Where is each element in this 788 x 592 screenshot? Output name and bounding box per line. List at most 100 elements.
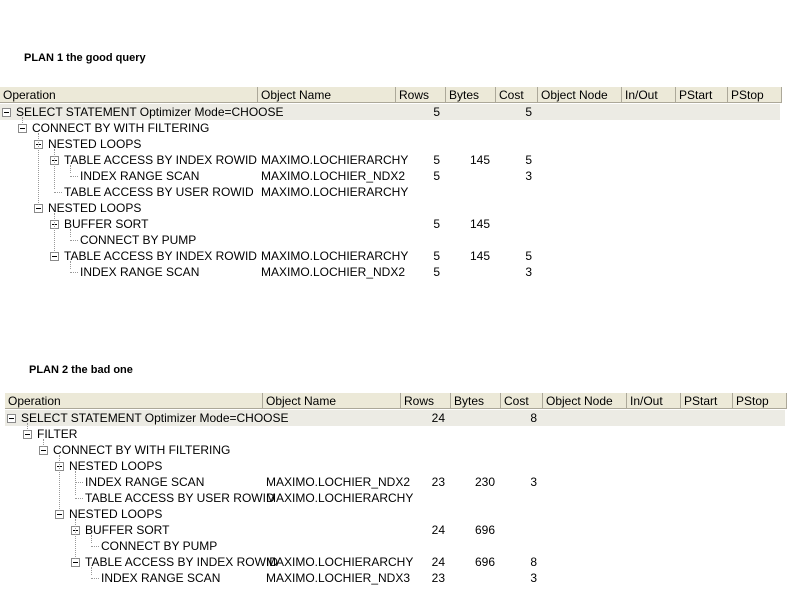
tree-connector <box>22 117 23 125</box>
cell-bytes: 145 <box>469 217 490 231</box>
column-header: Operation <box>0 87 258 103</box>
collapse-toggle <box>7 414 16 423</box>
column-header: PStart <box>676 87 728 103</box>
operation: CONNECT BY WITH FILTERING <box>32 121 210 135</box>
cell-bytes: 696 <box>474 555 495 569</box>
tree-connector <box>59 455 60 511</box>
column-header: PStop <box>733 393 787 409</box>
object-name: MAXIMO.LOCHIERARCHY <box>261 153 409 167</box>
cell-rows: 24 <box>431 411 445 425</box>
collapse-toggle <box>23 430 32 439</box>
tree-connector <box>38 133 39 205</box>
cell-rows: 5 <box>433 169 440 183</box>
operation: TABLE ACCESS BY USER ROWID <box>85 491 275 505</box>
operation: INDEX RANGE SCAN <box>80 169 200 183</box>
object-name: MAXIMO.LOCHIER_NDX2 <box>261 169 406 183</box>
cell-bytes: 145 <box>469 153 490 167</box>
object-name: MAXIMO.LOCHIERARCHY <box>261 185 409 199</box>
object-name: MAXIMO.LOCHIER_NDX2 <box>266 475 411 489</box>
cell-cost: 3 <box>525 169 532 183</box>
operation: INDEX RANGE SCAN <box>101 571 221 585</box>
plan-row: TABLE ACCESS BY INDEX ROWID MAXIMO.LOCHIE… <box>5 554 787 570</box>
column-header: PStart <box>681 393 733 409</box>
column-header: Rows <box>396 87 446 103</box>
cell-rows: 24 <box>431 523 445 537</box>
cell-bytes: 696 <box>474 523 495 537</box>
plan-row: TABLE ACCESS BY USER ROWID MAXIMO.LOCHIER… <box>5 490 787 506</box>
cell-rows: 24 <box>431 555 445 569</box>
plan-row: BUFFER SORT 24 696 <box>5 522 787 538</box>
collapse-toggle <box>55 510 64 519</box>
operation: CONNECT BY PUMP <box>80 233 197 247</box>
operation: BUFFER SORT <box>64 217 149 231</box>
plan-row: TABLE ACCESS BY USER ROWID MAXIMO.LOCHIER… <box>0 184 782 200</box>
tree-connector <box>91 567 92 575</box>
plan-row: SELECT STATEMENT Optimizer Mode=CHOOSE 5 5 <box>0 104 780 120</box>
column-header: In/Out <box>627 393 681 409</box>
tree-connector <box>70 229 71 237</box>
plan-row: CONNECT BY PUMP <box>0 232 782 248</box>
plan-row: INDEX RANGE SCAN MAXIMO.LOCHIER_NDX2 23 230… <box>5 474 787 490</box>
plan-row: BUFFER SORT 5 145 <box>0 216 782 232</box>
column-header: Bytes <box>446 87 496 103</box>
object-name: MAXIMO.LOCHIERARCHY <box>261 249 409 263</box>
cell-rows: 23 <box>431 475 445 489</box>
column-header: PStop <box>728 87 782 103</box>
tree-connector <box>75 471 76 495</box>
cell-rows: 5 <box>433 249 440 263</box>
operation: SELECT STATEMENT Optimizer Mode=CHOOSE <box>16 105 284 119</box>
operation: TABLE ACCESS BY INDEX ROWID <box>64 153 257 167</box>
tree-connector <box>75 498 83 499</box>
cell-bytes: 230 <box>474 475 495 489</box>
plan-row: CONNECT BY WITH FILTERING <box>0 120 782 136</box>
plan-row: NESTED LOOPS <box>0 136 782 152</box>
tree-connector <box>75 519 76 559</box>
tree-connector <box>43 439 44 447</box>
collapse-toggle <box>71 558 80 567</box>
collapse-toggle <box>39 446 48 455</box>
tree-connector <box>75 482 83 483</box>
cell-cost: 3 <box>530 475 537 489</box>
plan-row: FILTER <box>5 426 787 442</box>
column-header: Rows <box>401 393 451 409</box>
column-header: In/Out <box>622 87 676 103</box>
cell-rows: 5 <box>433 153 440 167</box>
plan-row: INDEX RANGE SCAN MAXIMO.LOCHIER_NDX3 23 3 <box>5 570 787 586</box>
collapse-toggle <box>2 108 11 117</box>
column-header: Cost <box>496 87 538 103</box>
cell-cost: 5 <box>525 249 532 263</box>
column-header-row: Operation Object Name Rows Bytes Cost Object … <box>5 392 787 409</box>
operation: SELECT STATEMENT Optimizer Mode=CHOOSE <box>21 411 289 425</box>
tree-connector <box>70 261 71 269</box>
plan-row: CONNECT BY PUMP <box>5 538 787 554</box>
collapse-toggle <box>18 124 27 133</box>
operation: NESTED LOOPS <box>48 137 142 151</box>
object-name: MAXIMO.LOCHIER_NDX2 <box>261 265 406 279</box>
plan-row: NESTED LOOPS <box>5 458 787 474</box>
cell-cost: 3 <box>525 265 532 279</box>
column-header: Operation <box>5 393 263 409</box>
object-name: MAXIMO.LOCHIERARCHY <box>266 555 414 569</box>
column-header: Object Name <box>263 393 401 409</box>
tree-connector <box>91 578 99 579</box>
tree-connector <box>54 192 62 193</box>
plan-row: TABLE ACCESS BY INDEX ROWID MAXIMO.LOCHIE… <box>0 152 782 168</box>
object-name: MAXIMO.LOCHIER_NDX3 <box>266 571 411 585</box>
cell-cost: 5 <box>525 153 532 167</box>
tree-connector <box>70 176 78 177</box>
operation: NESTED LOOPS <box>69 459 163 473</box>
operation: NESTED LOOPS <box>48 201 142 215</box>
column-header: Object Name <box>258 87 396 103</box>
operation: NESTED LOOPS <box>69 507 163 521</box>
operation: CONNECT BY PUMP <box>101 539 218 553</box>
plan-row: TABLE ACCESS BY INDEX ROWID MAXIMO.LOCHIE… <box>0 248 782 264</box>
plan-row: NESTED LOOPS <box>0 200 782 216</box>
column-header: Object Node <box>543 393 627 409</box>
collapse-toggle <box>50 252 59 261</box>
cell-bytes: 145 <box>469 249 490 263</box>
plan-row: SELECT STATEMENT Optimizer Mode=CHOOSE 24… <box>5 410 785 426</box>
operation: TABLE ACCESS BY INDEX ROWID <box>64 249 257 263</box>
tree-connector <box>91 535 92 543</box>
plan-row: CONNECT BY WITH FILTERING <box>5 442 787 458</box>
